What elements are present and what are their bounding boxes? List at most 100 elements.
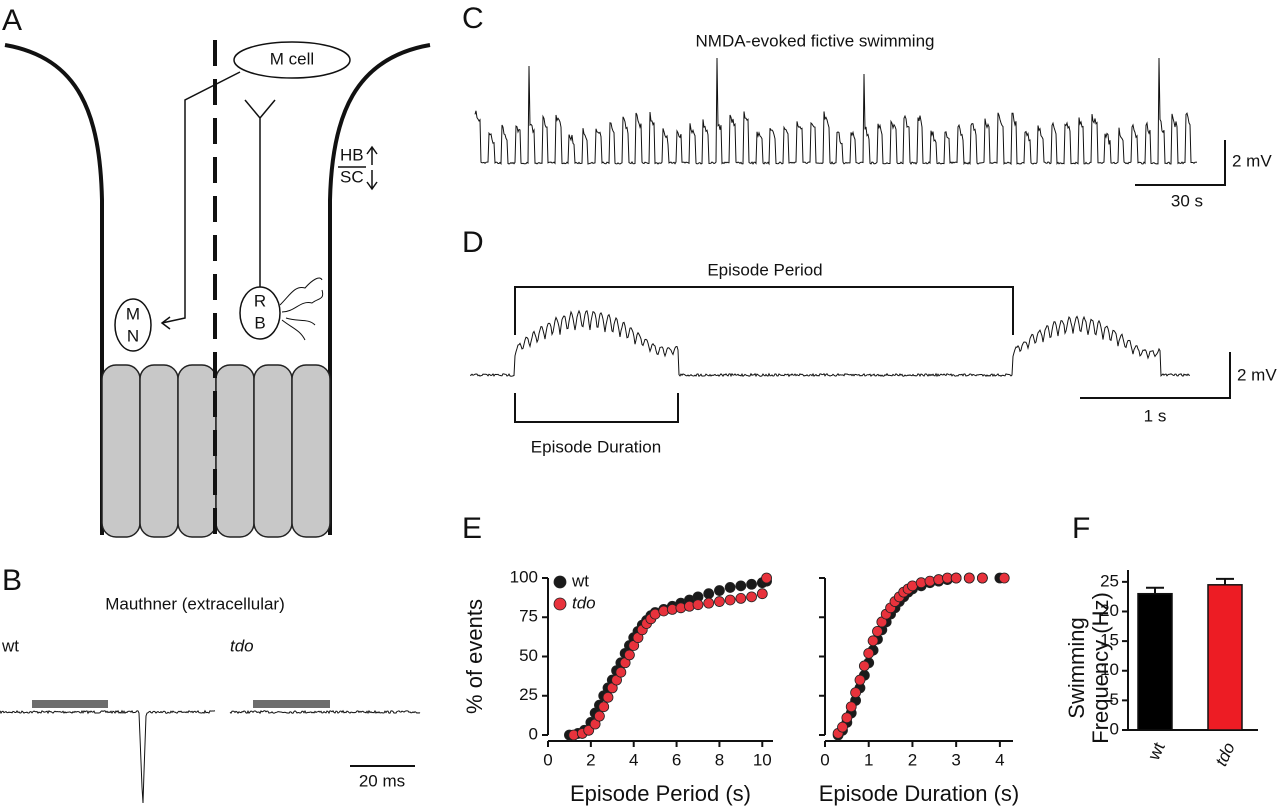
point — [615, 666, 627, 678]
scale-label: 2 mV — [1237, 365, 1277, 384]
point — [594, 710, 605, 722]
panel-label: D — [462, 226, 484, 259]
rb-label: R — [254, 291, 266, 310]
legend-label: wt — [571, 571, 589, 590]
point — [703, 588, 715, 600]
rb-label: B — [254, 313, 265, 332]
point — [863, 647, 875, 659]
point — [850, 687, 862, 699]
trace — [229, 709, 421, 715]
stimulus-bar — [253, 700, 330, 708]
bar — [1137, 592, 1173, 731]
scale-label: 20 ms — [359, 771, 405, 790]
x-tick-label: 1 — [864, 750, 873, 769]
trace-title: Mauthner (extracellular) — [105, 594, 285, 613]
panel-label: C — [462, 2, 484, 35]
hb-label: HB — [340, 145, 364, 164]
bracket — [514, 393, 679, 423]
point — [714, 596, 725, 607]
point — [915, 577, 927, 589]
x-tick-label: 4 — [629, 750, 638, 769]
trace — [470, 309, 1190, 378]
point — [761, 572, 772, 584]
y-tick-label: 5 — [1110, 690, 1119, 709]
point — [963, 572, 975, 584]
trace — [0, 709, 216, 804]
x-tick-label: 2 — [586, 750, 595, 769]
point — [724, 594, 736, 606]
point — [602, 691, 614, 703]
scale-bar — [1135, 140, 1226, 186]
body-outline — [4, 43, 104, 535]
x-tick-label: 6 — [672, 750, 681, 769]
point — [872, 625, 883, 637]
trace-label: wt — [1, 636, 19, 655]
trace-title: NMDA-evoked fictive swimming — [696, 31, 935, 50]
sc-label: SC — [340, 167, 364, 186]
point — [950, 572, 962, 584]
point — [724, 582, 736, 593]
point — [841, 712, 853, 724]
x-tick-label: 3 — [951, 750, 960, 769]
legend-marker — [553, 575, 567, 589]
y-tick-label: 0 — [529, 724, 538, 743]
y-tick-label: 50 — [519, 646, 538, 665]
muscle — [101, 364, 331, 538]
y-tick-label: 25 — [1100, 571, 1119, 590]
panel-label: A — [2, 4, 22, 37]
point — [746, 591, 757, 603]
mn-label: M — [126, 304, 140, 323]
point — [598, 701, 610, 713]
point — [735, 593, 747, 604]
stimulus-bar — [32, 700, 108, 708]
y-axis-label: % of events — [462, 599, 487, 714]
point — [867, 635, 879, 647]
x-axis-label: Episode Duration (s) — [819, 781, 1020, 806]
mn-label: N — [127, 326, 139, 345]
bracket-label: Episode Period — [707, 260, 822, 279]
y-tick-label: 25 — [519, 685, 538, 704]
scale-label: 1 s — [1144, 406, 1167, 425]
mn-cell — [114, 298, 152, 352]
x-axis-label: Episode Period (s) — [570, 781, 751, 806]
point — [735, 580, 747, 592]
panel-label: B — [2, 564, 22, 597]
y-tick-label: 0 — [1110, 719, 1119, 738]
point — [692, 599, 704, 611]
point — [746, 578, 757, 590]
scale-label: 30 s — [1171, 191, 1203, 210]
arrows — [366, 145, 378, 191]
scale-bar — [1080, 352, 1231, 399]
x-tick-label: 0 — [543, 750, 552, 769]
trace — [474, 57, 1198, 166]
y-tick-label: 15 — [1100, 631, 1119, 650]
m-cell — [233, 41, 351, 79]
point — [583, 724, 595, 736]
x-tick-label: wt — [1144, 739, 1169, 764]
y-tick-label: 20 — [1100, 601, 1119, 620]
x-tick-label: 4 — [995, 750, 1004, 769]
bracket-label: Episode Duration — [531, 437, 661, 456]
x-tick-label: 8 — [715, 750, 724, 769]
y-axis-label: Swimming — [1064, 617, 1089, 718]
scale-label: 2 mV — [1232, 151, 1272, 170]
point — [933, 574, 945, 585]
rb-cell — [239, 286, 281, 340]
x-tick-label: tdo — [1211, 740, 1238, 769]
point — [858, 660, 870, 672]
panel-label: E — [462, 512, 482, 545]
x-tick-label: 0 — [820, 750, 829, 769]
y-axis-label: Frequency (Hz) — [1088, 592, 1113, 744]
point — [624, 649, 635, 661]
legend-marker — [553, 597, 567, 611]
m-cell-label: M cell — [270, 49, 314, 68]
bracket — [514, 286, 1014, 335]
point — [976, 572, 988, 584]
trace-label: tdo — [230, 636, 254, 655]
bar — [1207, 584, 1243, 731]
axon — [160, 71, 241, 330]
body-outline — [328, 43, 431, 535]
point — [756, 588, 768, 600]
rb-endings — [279, 277, 324, 341]
